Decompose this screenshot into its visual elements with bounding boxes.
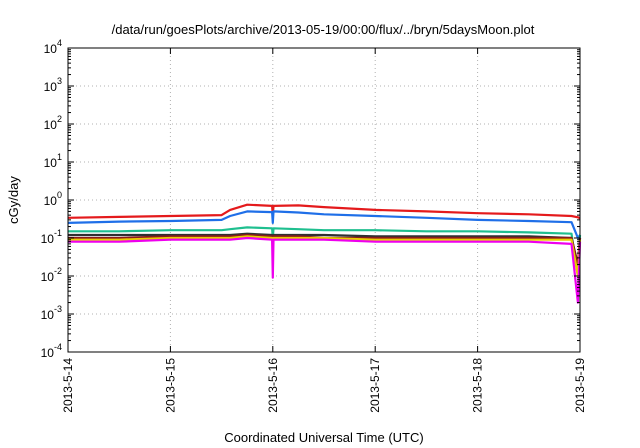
chart-title: /data/run/goesPlots/archive/2013-05-19/0… bbox=[112, 22, 535, 37]
series-line-7 bbox=[68, 236, 582, 304]
series-line-6 bbox=[68, 235, 582, 278]
x-tick-label: 2013-5-18 bbox=[471, 358, 485, 413]
x-tick-label: 2013-5-14 bbox=[61, 358, 75, 413]
series-line-5 bbox=[68, 233, 582, 266]
y-tick-label: 10-1 bbox=[41, 228, 62, 246]
y-tick-label: 10-4 bbox=[41, 342, 62, 360]
y-axis-ticks: 10-4 10-3 10-2 10-1 100 101 102 103 104 bbox=[41, 38, 580, 360]
y-tick-label: 101 bbox=[44, 152, 62, 170]
series-group bbox=[67, 203, 582, 304]
y-tick-label: 104 bbox=[44, 38, 62, 56]
x-axis-ticks: 2013-5-14 2013-5-15 2013-5-16 2013-5-17 2013… bbox=[61, 48, 587, 413]
series-line-4 bbox=[68, 232, 582, 266]
y-tick-label: 10-2 bbox=[41, 266, 62, 284]
x-tick-label: 2013-5-16 bbox=[266, 358, 280, 413]
x-axis-label: Coordinated Universal Time (UTC) bbox=[224, 430, 423, 445]
y-tick-label: 103 bbox=[44, 76, 62, 94]
x-tick-label: 2013-5-15 bbox=[163, 358, 177, 413]
y-tick-label: 100 bbox=[44, 190, 62, 208]
y-tick-label: 10-3 bbox=[41, 304, 62, 322]
x-tick-label: 2013-5-19 bbox=[573, 358, 587, 413]
series-line-1 bbox=[67, 203, 581, 220]
series-line-2 bbox=[67, 210, 581, 240]
grid bbox=[68, 48, 580, 352]
series-line-3 bbox=[68, 226, 582, 278]
x-tick-label: 2013-5-17 bbox=[368, 358, 382, 413]
y-tick-label: 102 bbox=[44, 114, 62, 132]
y-axis-label: cGy/day bbox=[6, 176, 21, 224]
